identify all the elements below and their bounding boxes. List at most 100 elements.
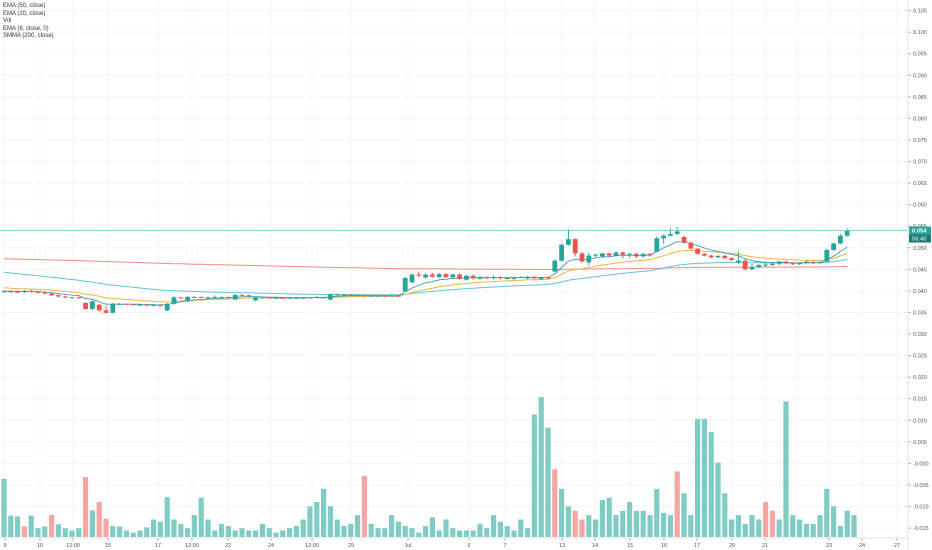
volume-bar xyxy=(559,488,565,537)
volume-bar xyxy=(395,521,401,537)
candle-body xyxy=(640,253,646,257)
volume-bar xyxy=(219,523,225,537)
candle-body xyxy=(198,296,204,298)
candle-body xyxy=(525,276,530,279)
candle-body xyxy=(69,297,75,299)
price-tick-label: 0.070 xyxy=(913,160,927,166)
candle-body xyxy=(280,297,286,299)
candle-body xyxy=(103,310,109,313)
legend-vol[interactable]: Vol xyxy=(3,18,12,24)
volume-bar xyxy=(341,526,347,537)
candle-body xyxy=(117,303,122,305)
candle-body xyxy=(810,262,816,264)
time-tick-label: 29 xyxy=(348,543,354,549)
candle-body xyxy=(647,253,653,256)
time-tick-label: 23 xyxy=(826,543,832,549)
candle-body xyxy=(328,294,333,300)
volume-bar xyxy=(531,414,537,537)
candle-body xyxy=(409,274,415,283)
volume-bar xyxy=(144,527,150,537)
price-tick-label: -0.005 xyxy=(913,483,929,489)
volume-bar xyxy=(586,515,592,537)
price-tick-label: 0.045 xyxy=(913,267,927,273)
candle-body xyxy=(593,254,598,256)
volume-bar xyxy=(300,519,306,537)
candles xyxy=(1,227,850,314)
price-tick-label: -0.000 xyxy=(913,461,929,467)
candle-body xyxy=(579,253,585,262)
volume-bar xyxy=(361,475,367,537)
candle-body xyxy=(824,249,830,262)
candle-body xyxy=(572,239,578,254)
legend-ema8[interactable]: EMA (8, close, 0) xyxy=(3,25,49,32)
volume-bar xyxy=(511,530,517,537)
candle-body xyxy=(294,297,299,299)
volume-bar xyxy=(450,528,456,537)
volume-bar xyxy=(62,528,68,537)
price-tick-label: 0.085 xyxy=(913,95,927,101)
candle-body xyxy=(314,296,320,298)
candle-body xyxy=(776,261,782,264)
volume-bar xyxy=(273,532,279,537)
volume-bar xyxy=(253,530,259,537)
candle-body xyxy=(654,238,660,252)
candle-body xyxy=(464,275,469,280)
volume-bar xyxy=(783,401,789,537)
volume-bar xyxy=(844,510,850,537)
candle-body xyxy=(151,305,156,307)
volume-bar xyxy=(497,521,503,537)
candle-body xyxy=(382,295,388,297)
price-tick-label: 0.095 xyxy=(913,52,927,58)
candle-body xyxy=(736,260,741,263)
candle-body xyxy=(620,252,626,255)
price-tick-label: 0.025 xyxy=(913,354,927,360)
candle-body xyxy=(239,294,245,296)
volume-bar xyxy=(613,515,619,537)
time-tick-label: 12:00 xyxy=(305,543,319,549)
time-axis[interactable]: 9 10 12:00 15 17 12:00 22 24 12:00 29 Jul 6 7 13 14 15 1… xyxy=(0,537,908,549)
legend-ema20[interactable]: EMA (20, close) xyxy=(3,10,46,17)
volume-bar xyxy=(837,526,843,537)
candle-body xyxy=(702,253,707,256)
time-tick-label: 10 xyxy=(37,543,43,549)
volume-bar xyxy=(640,510,646,537)
volume-bar xyxy=(123,530,129,537)
ema8-line xyxy=(3,241,848,306)
volume-bar xyxy=(191,515,197,537)
candle-body xyxy=(185,296,190,302)
volume-bar xyxy=(55,524,61,537)
volume-bar xyxy=(103,518,109,537)
volume-bar xyxy=(491,515,497,537)
candle-body xyxy=(559,244,564,261)
legend-smma200[interactable]: SMMA (200, close) xyxy=(3,33,54,39)
candle-body xyxy=(321,297,326,299)
candle-body xyxy=(804,261,809,263)
time-tick-label: 21 xyxy=(762,543,768,549)
volume-bar xyxy=(599,499,605,537)
candle-body xyxy=(477,277,483,279)
volume-bar xyxy=(225,526,231,537)
legend-ema50[interactable]: EMA (50, close) xyxy=(3,3,46,9)
price-tick-label: 0.030 xyxy=(913,332,927,338)
volume-bar xyxy=(525,528,531,537)
candle-body xyxy=(144,304,150,306)
candle-body xyxy=(260,297,265,299)
price-tick-label: 0.015 xyxy=(913,397,927,403)
candle-body xyxy=(708,255,714,258)
volume-bar xyxy=(42,526,48,537)
price-axis[interactable]: 0.105 0.100 0.095 0.090 0.085 0.080 0.075 0.070… xyxy=(907,0,929,550)
candle-body xyxy=(355,295,360,297)
volume-bar xyxy=(368,523,374,537)
volume-bar xyxy=(627,502,633,537)
candle-body xyxy=(253,297,258,301)
volume-bar xyxy=(436,530,442,537)
time-tick-label: 9 xyxy=(3,543,6,549)
volume-bar xyxy=(402,526,408,537)
candle-body xyxy=(430,274,435,277)
price-tick-label: 0.065 xyxy=(913,181,927,187)
time-tick-label: 7 xyxy=(503,543,506,549)
volume-bar xyxy=(375,528,381,537)
volume-bar xyxy=(457,530,463,537)
